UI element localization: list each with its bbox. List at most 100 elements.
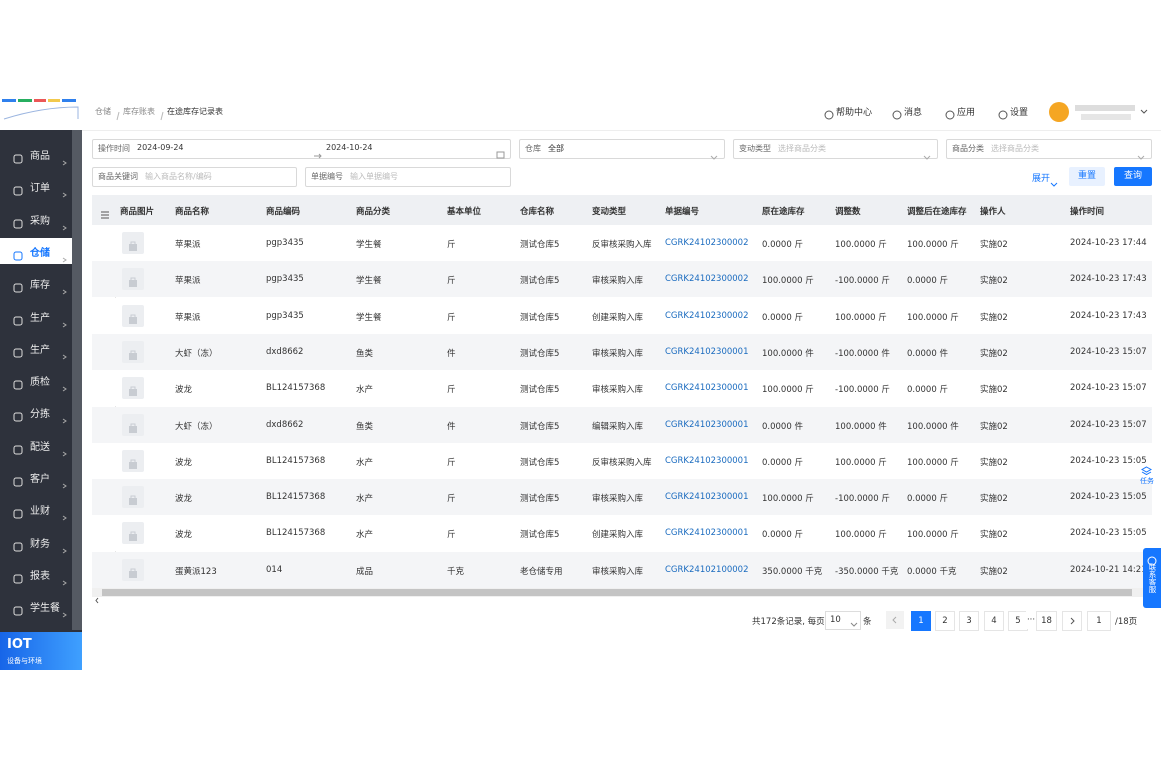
- table-cell[interactable]: CGRK24102300001: [665, 383, 749, 394]
- table-cell: 测试仓库5: [520, 494, 560, 505]
- menu-item[interactable]: 学生餐: [30, 603, 60, 615]
- menu-item[interactable]: 采购: [30, 215, 50, 227]
- filter-placeholder: 输入商品名称/编码: [145, 172, 212, 181]
- table-cell: dxd8662: [266, 346, 304, 357]
- column-header: 操作时间: [1070, 207, 1105, 217]
- product-image: [122, 486, 144, 509]
- filter-box[interactable]: 操作时间 2024-09-24 2024-10-24: [92, 139, 511, 159]
- menu-item[interactable]: 报表: [30, 570, 50, 582]
- scroll-left[interactable]: [94, 589, 100, 608]
- table-cell: 水产: [356, 530, 374, 541]
- breadcrumb-item[interactable]: 仓储: [95, 107, 111, 116]
- table-cell: 水产: [356, 457, 374, 468]
- table-cell[interactable]: CGRK24102100002: [665, 564, 749, 575]
- avatar[interactable]: [1045, 101, 1155, 127]
- table-cell: 2024-10-23 15:07: [1070, 383, 1147, 394]
- page-button[interactable]: 4: [984, 611, 1004, 631]
- dropdown-caret: [710, 146, 718, 165]
- table-cell[interactable]: CGRK24102300002: [665, 238, 749, 248]
- logo[interactable]: [2, 97, 80, 121]
- table-cell[interactable]: CGRK24102300001: [665, 528, 749, 539]
- header-action[interactable]: 帮助中心: [836, 108, 873, 118]
- header-action[interactable]: 设置: [1010, 108, 1029, 118]
- page-button[interactable]: 5: [1008, 611, 1028, 631]
- table-cell: 斤: [447, 457, 456, 468]
- task-label[interactable]: 任务: [1140, 477, 1154, 485]
- service-button[interactable]: 联系客服: [1143, 548, 1161, 608]
- reset-button[interactable]: 重置: [1069, 167, 1105, 186]
- product-image: [122, 522, 144, 545]
- prev-page[interactable]: [886, 611, 904, 629]
- page-size-select[interactable]: 10: [825, 611, 861, 630]
- action-icon[interactable]: [824, 105, 834, 124]
- table-cell[interactable]: CGRK24102300002: [665, 310, 749, 321]
- table-cell: BL124157368: [266, 528, 326, 539]
- menu-item[interactable]: 质检: [30, 377, 50, 389]
- column-settings[interactable]: [100, 205, 110, 224]
- table-cell: 2024-10-23 15:07: [1070, 346, 1147, 357]
- range-arrow: [313, 145, 323, 164]
- page-jump-input[interactable]: 1: [1087, 611, 1111, 631]
- action-icon[interactable]: [892, 105, 902, 124]
- menu-item[interactable]: 客户: [30, 474, 50, 485]
- menu-icon: [13, 537, 23, 556]
- table-cell: -100.0000 件: [835, 348, 890, 359]
- menu-item[interactable]: 库存: [30, 280, 50, 292]
- filter-label: 商品关键词: [98, 172, 138, 181]
- menu-icon: [13, 601, 23, 620]
- expand-caret[interactable]: [1050, 173, 1058, 192]
- iot-panel[interactable]: [0, 632, 82, 670]
- table-cell: 100.0000 斤: [762, 494, 814, 505]
- table-cell: 斤: [447, 385, 456, 396]
- expand-button[interactable]: 展开: [1032, 174, 1051, 184]
- table-cell: 0.0000 斤: [762, 530, 803, 541]
- menu-item[interactable]: 仓储: [30, 247, 50, 259]
- menu-item[interactable]: 配送: [30, 441, 50, 453]
- table-cell[interactable]: CGRK24102300002: [665, 274, 749, 285]
- menu-item[interactable]: 订单: [30, 183, 50, 195]
- table-cell: pgp3435: [266, 238, 304, 248]
- table-cell: pgp3435: [266, 310, 304, 321]
- filter-box[interactable]: 变动类型 选择商品分类: [733, 139, 938, 160]
- page-button[interactable]: 18: [1036, 611, 1057, 631]
- filter-end: 2024-10-24: [326, 143, 373, 152]
- table-row: [92, 370, 1152, 407]
- breadcrumb-item[interactable]: 库存账表: [123, 107, 155, 116]
- table-cell: 0.0000 千克: [907, 566, 957, 577]
- table-cell[interactable]: CGRK24102300001: [665, 455, 749, 466]
- filter-box[interactable]: 仓库 全部: [519, 139, 725, 160]
- table-cell: 蛋黄派123: [175, 566, 217, 577]
- table-cell: 学生餐: [356, 276, 382, 287]
- menu-item[interactable]: 业财: [30, 506, 50, 518]
- product-image: [122, 377, 144, 400]
- table-cell: 实施02: [980, 530, 1008, 541]
- action-icon[interactable]: [998, 105, 1008, 124]
- menu-item[interactable]: 财务: [30, 538, 50, 550]
- filter-box[interactable]: 商品分类 选择商品分类: [946, 139, 1152, 160]
- table-cell: 学生餐: [356, 312, 382, 323]
- table-cell[interactable]: CGRK24102300001: [665, 419, 749, 430]
- query-button[interactable]: 查询: [1114, 167, 1152, 186]
- header-action[interactable]: 应用: [957, 108, 976, 118]
- table-cell[interactable]: CGRK24102300001: [665, 346, 749, 357]
- page-button[interactable]: 1: [911, 611, 931, 631]
- table-cell: 波龙: [175, 385, 193, 396]
- menu-item[interactable]: 分拣: [30, 409, 50, 421]
- menu-item[interactable]: 生产: [30, 312, 50, 324]
- task-icon[interactable]: [1140, 462, 1153, 481]
- page-size: 10: [830, 615, 841, 625]
- menu-item[interactable]: 商品: [30, 151, 50, 162]
- page-button[interactable]: 3: [959, 611, 979, 631]
- page-button[interactable]: 2: [935, 611, 955, 631]
- header-action[interactable]: 消息: [904, 108, 923, 118]
- filter-box[interactable]: 商品关键词 输入商品名称/编码: [92, 167, 297, 187]
- menu-item[interactable]: 生产: [30, 344, 50, 356]
- next-page[interactable]: [1062, 611, 1082, 631]
- menu-icon: [13, 569, 23, 588]
- filter-box[interactable]: 单据编号 输入单据编号: [305, 167, 511, 187]
- table-cell[interactable]: CGRK24102300001: [665, 492, 749, 503]
- menu-arrow: [62, 151, 68, 170]
- action-icon[interactable]: [945, 105, 955, 124]
- iot-subtitle: 设备与环境: [7, 657, 42, 665]
- table-cell: 测试仓库5: [520, 457, 560, 468]
